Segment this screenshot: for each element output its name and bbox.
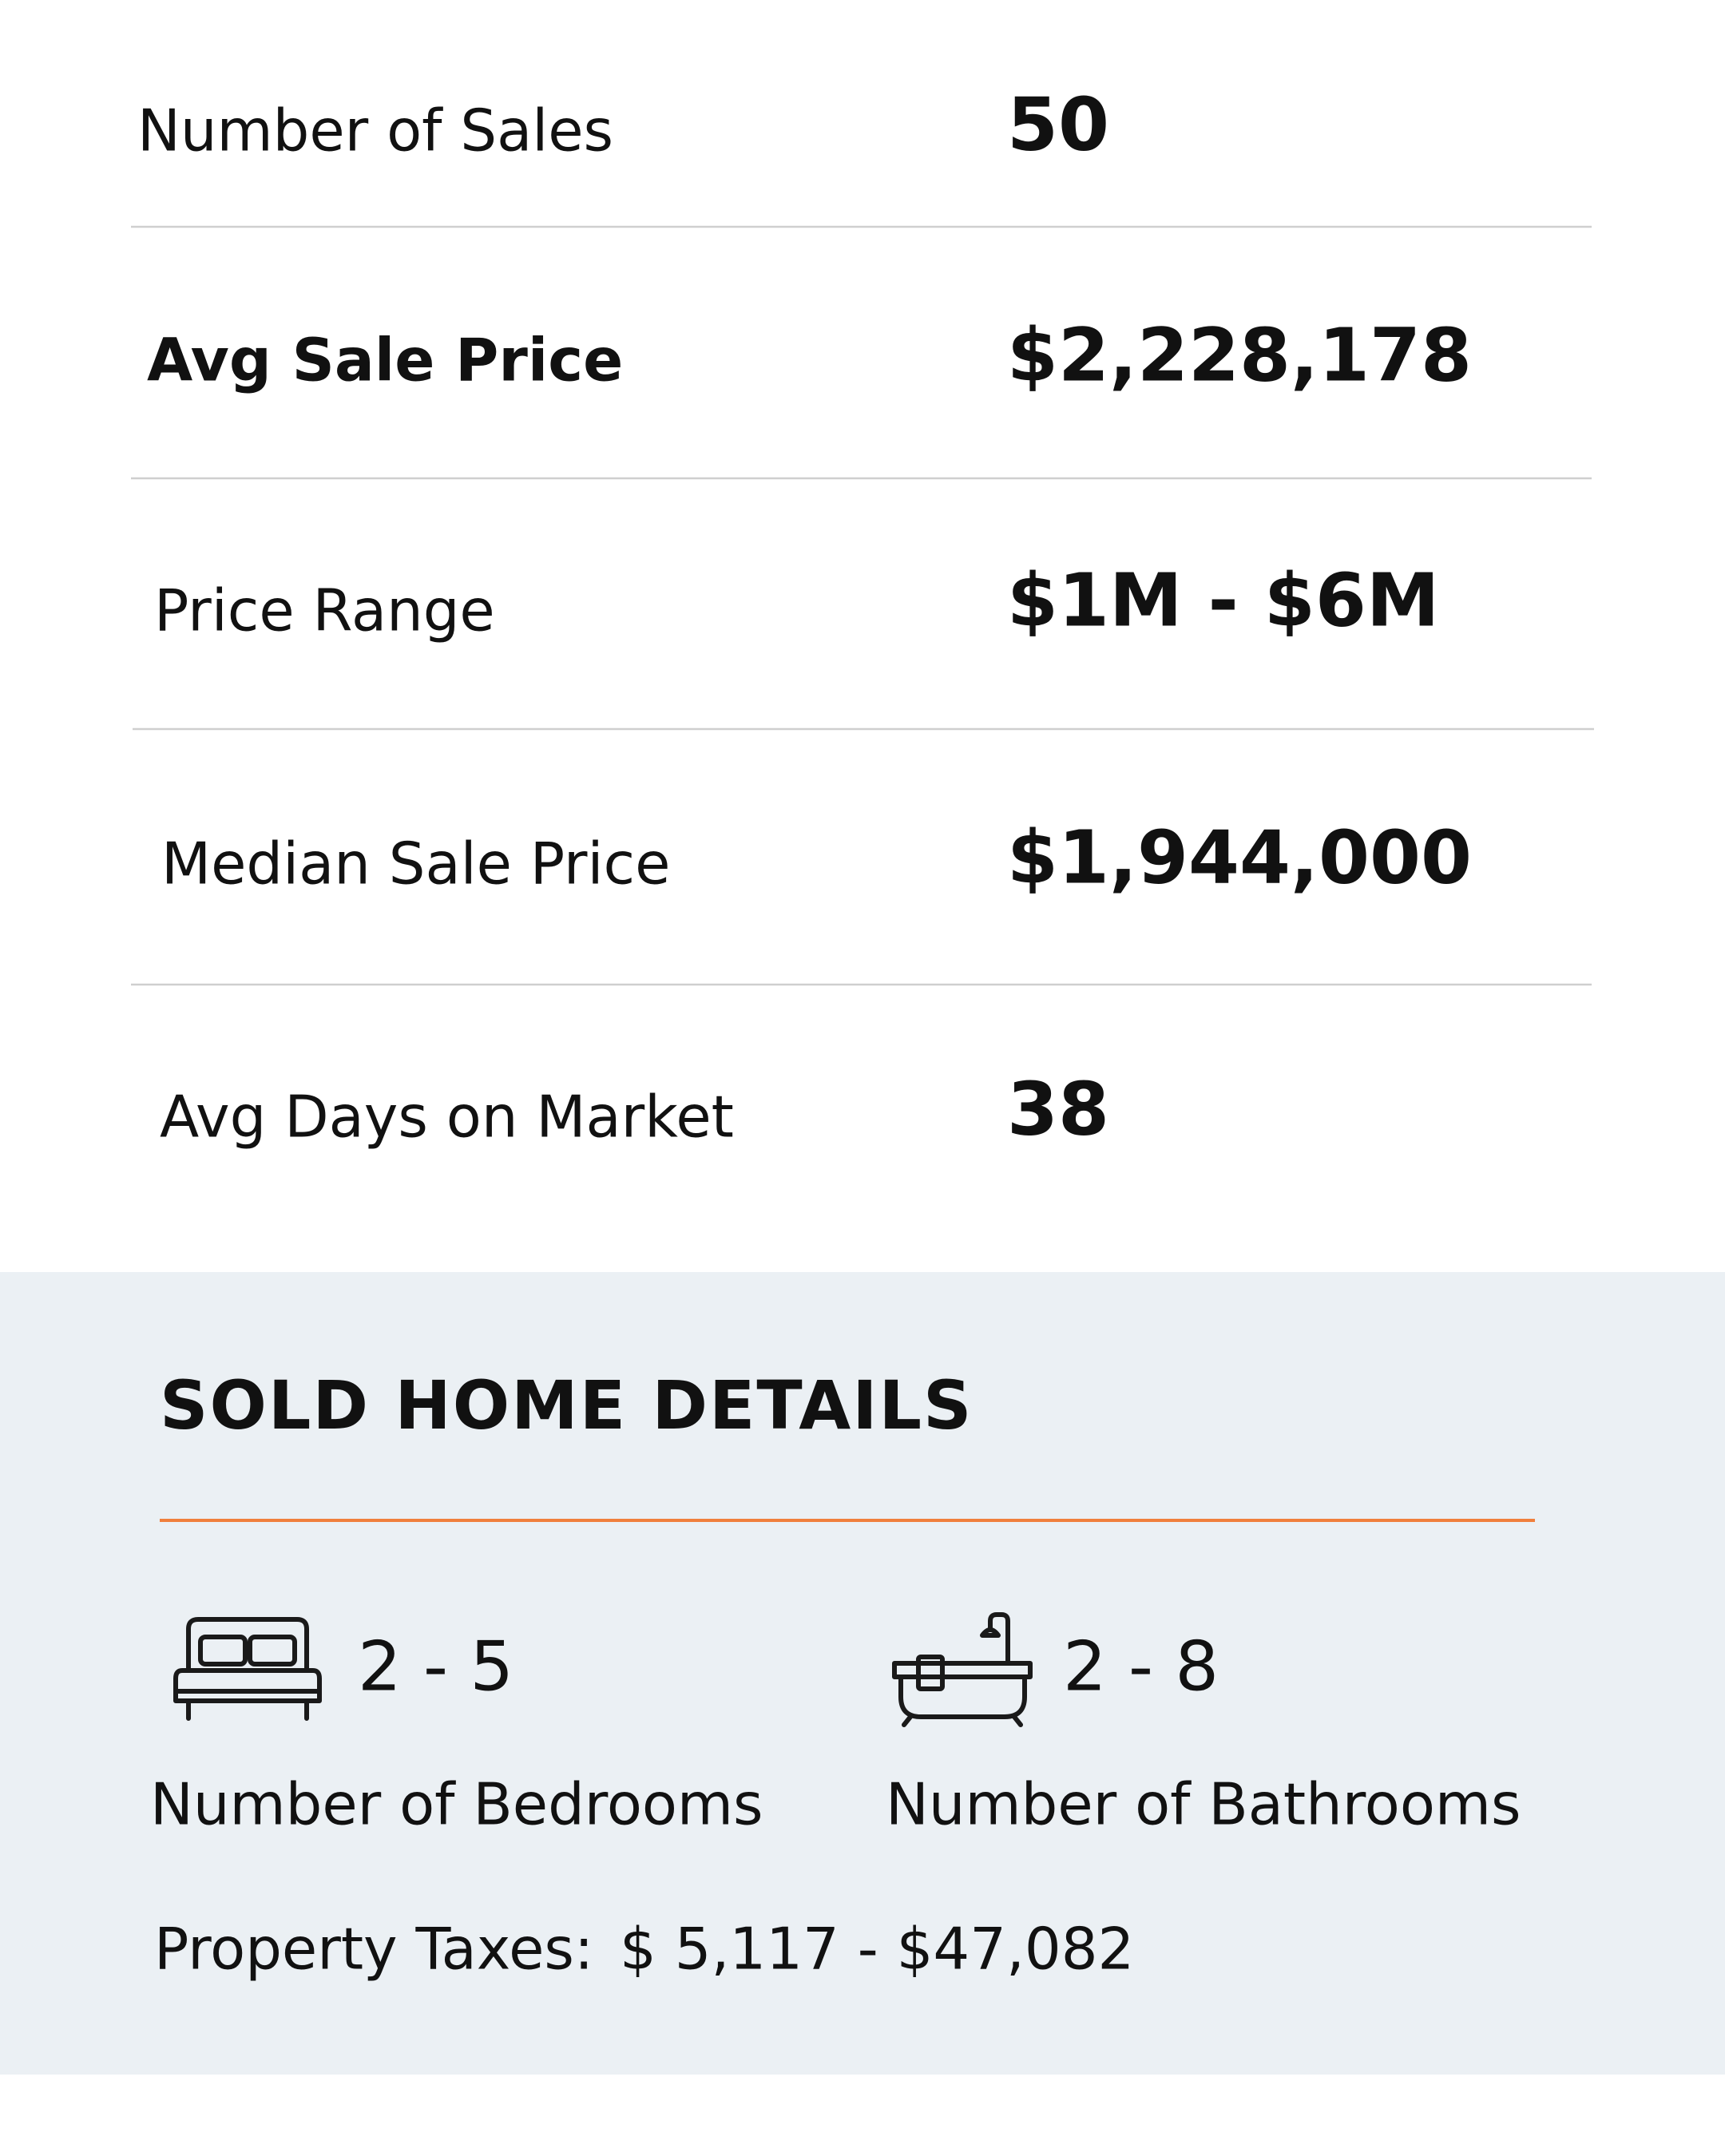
stat-value: $2,228,178 xyxy=(1007,312,1472,398)
stat-label: Median Sale Price xyxy=(161,830,670,898)
stats-background xyxy=(0,0,1725,1272)
stat-value: 50 xyxy=(1007,81,1109,167)
bed-icon xyxy=(173,1617,322,1721)
stat-value: $1,944,000 xyxy=(1007,814,1472,900)
stat-label: Avg Days on Market xyxy=(160,1084,734,1151)
stat-value: $1M - $6M xyxy=(1007,557,1439,643)
stat-value: 38 xyxy=(1007,1066,1109,1151)
stat-label: Avg Sale Price xyxy=(147,327,623,395)
stat-label: Price Range xyxy=(154,577,495,644)
bathrooms-value: 2 - 8 xyxy=(1063,1627,1219,1706)
details-panel xyxy=(0,1272,1725,2075)
property-taxes-value: $ 5,117 - $47,082 xyxy=(620,1916,1134,1983)
bathrooms-label: Number of Bathrooms xyxy=(886,1771,1521,1838)
property-taxes-label: Property Taxes: xyxy=(154,1916,593,1983)
bedrooms-label: Number of Bedrooms xyxy=(150,1771,763,1838)
bath-icon xyxy=(892,1612,1033,1727)
details-title: SOLD HOME DETAILS xyxy=(160,1366,974,1445)
stat-label: Number of Sales xyxy=(137,97,613,164)
bedrooms-value: 2 - 5 xyxy=(358,1627,514,1706)
